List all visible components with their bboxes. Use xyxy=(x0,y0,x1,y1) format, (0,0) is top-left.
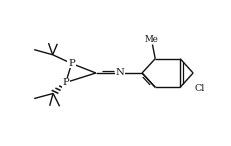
Text: P: P xyxy=(68,59,75,68)
Text: Me: Me xyxy=(144,34,158,44)
Text: N: N xyxy=(116,68,125,77)
Text: P: P xyxy=(62,78,69,87)
Text: Cl: Cl xyxy=(195,84,205,93)
